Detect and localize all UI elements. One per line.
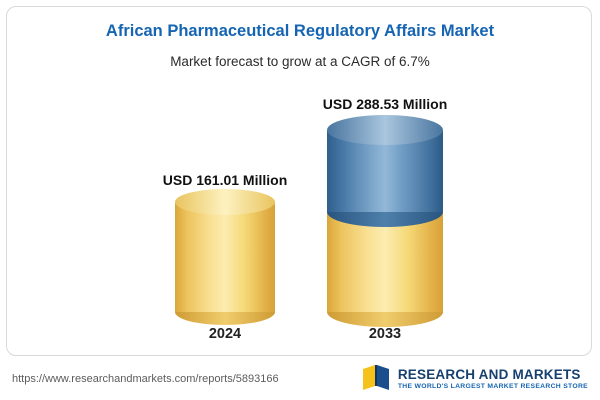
category-label-2033: 2033 <box>368 326 402 342</box>
bar-2033-growth-segment <box>327 115 443 227</box>
bar-2024-body <box>175 202 275 312</box>
brand-logo: RESEARCH AND MARKETS THE WORLD'S LARGEST… <box>361 363 588 396</box>
category-label-2024: 2024 <box>208 326 242 342</box>
brand-text-block: RESEARCH AND MARKETS THE WORLD'S LARGEST… <box>398 367 588 390</box>
bar-2024 <box>175 189 275 325</box>
bar-2033-base-segment <box>327 212 443 327</box>
bar-2033-base-body <box>327 212 443 312</box>
bar-2033-top-cap <box>327 115 443 145</box>
bar-2024-top-cap <box>175 189 275 215</box>
value-label-2024: USD 161.01 Million <box>162 172 288 188</box>
brand-logo-icon <box>361 363 391 396</box>
chart-title: African Pharmaceutical Regulatory Affair… <box>105 22 495 40</box>
chart-subtitle: Market forecast to grow at a CAGR of 6.7… <box>170 54 430 69</box>
value-label-2033: USD 288.53 Million <box>322 96 448 112</box>
bar-2033 <box>327 115 443 327</box>
footer: https://www.researchandmarkets.com/repor… <box>0 358 600 400</box>
report-url[interactable]: https://www.researchandmarkets.com/repor… <box>12 373 279 385</box>
brand-tagline: THE WORLD'S LARGEST MARKET RESEARCH STOR… <box>397 382 588 390</box>
chart-card-border <box>6 6 592 356</box>
brand-name: RESEARCH AND MARKETS <box>397 367 581 383</box>
